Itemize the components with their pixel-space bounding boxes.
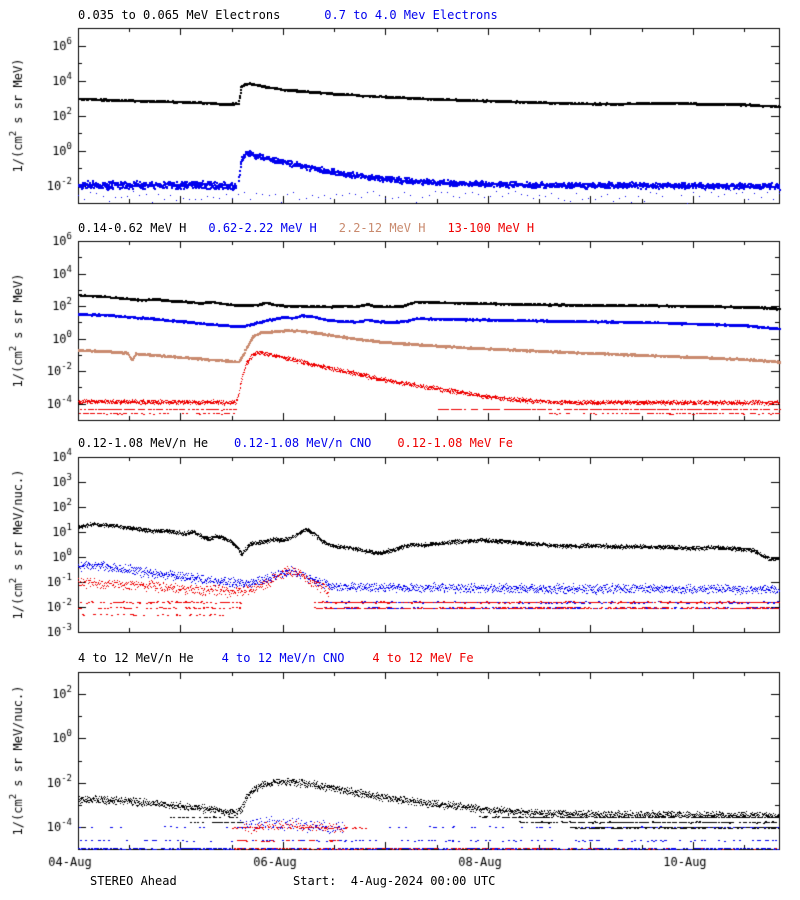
series-label: 4 to 12 MeV/n CNO [221,651,345,665]
series-label: 0.12-1.08 MeV/n CNO [234,436,372,450]
series-label: 4 to 12 MeV/n He [78,651,194,665]
panel-4-high-energy-ions-title: 4 to 12 MeV/n He 4 to 12 MeV/n CNO 4 to 12… [78,652,474,665]
series-label: 13-100 MeV H [447,221,535,235]
panel-3-low-energy-ions-title: 0.12-1.08 MeV/n He 0.12-1.08 MeV/n CNO 0.1… [78,437,513,450]
spacecraft-label: STEREO Ahead [90,874,177,888]
panel-2-protons-title: 0.14-0.62 MeV H 0.62-2.22 MeV H 2.2-12 MeV… [78,222,534,235]
series-label: 4 to 12 MeV Fe [372,651,474,665]
panel-1-electrons-title: 0.035 to 0.065 MeV Electrons 0.7 to 4.0 M… [78,9,498,22]
series-label: 0.035 to 0.065 MeV Electrons [78,8,281,22]
start-time-label: Start: 4-Aug-2024 00:00 UTC [293,874,496,888]
series-label: 0.7 to 4.0 Mev Electrons [324,8,498,22]
series-label: 0.62-2.22 MeV H [208,221,317,235]
series-label: 0.14-0.62 MeV H [78,221,187,235]
series-label: 2.2-12 MeV H [338,221,426,235]
series-label: 0.12-1.08 MeV/n He [78,436,209,450]
series-label: 0.12-1.08 MeV Fe [397,436,513,450]
